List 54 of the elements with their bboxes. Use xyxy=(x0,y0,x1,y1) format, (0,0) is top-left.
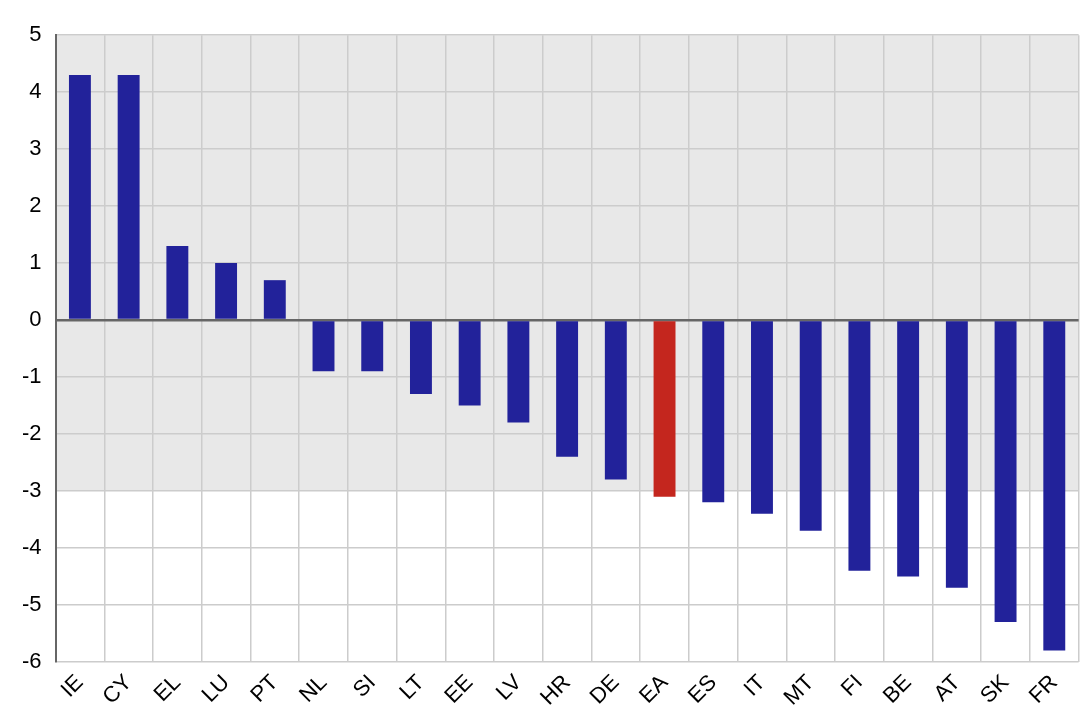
y-tick-label: -1 xyxy=(22,363,42,389)
y-tick-label: 2 xyxy=(29,192,42,218)
x-tick-label: AT xyxy=(928,669,965,706)
x-tick-label: EL xyxy=(148,669,186,707)
bar xyxy=(751,321,773,514)
bar xyxy=(312,321,335,372)
bar xyxy=(215,263,238,319)
bar xyxy=(507,321,530,423)
x-tick-label: HR xyxy=(534,669,575,710)
x-tick-label: BE xyxy=(877,669,916,708)
x-tick-label: EE xyxy=(439,669,478,708)
bar xyxy=(994,321,1017,622)
bar xyxy=(702,321,725,503)
x-tick-label: IT xyxy=(738,669,770,701)
bar xyxy=(68,75,91,319)
y-tick-label: -4 xyxy=(22,533,42,559)
bar xyxy=(848,321,871,571)
y-tick-label: 3 xyxy=(29,135,42,161)
x-tick-label: SI xyxy=(347,669,381,702)
bar xyxy=(1043,321,1066,651)
bar xyxy=(263,280,286,319)
x-tick-label: CY xyxy=(97,669,137,709)
bar xyxy=(117,75,140,319)
y-tick-label: 1 xyxy=(29,249,42,275)
bar xyxy=(799,321,822,531)
x-tick-label: MT xyxy=(778,669,819,710)
y-tick-label: 5 xyxy=(29,21,42,47)
x-tick-label: SK xyxy=(974,669,1014,708)
bar xyxy=(166,245,189,319)
x-tick-label: IE xyxy=(55,669,88,702)
x-tick-label: ES xyxy=(682,669,722,708)
x-tick-label: EA xyxy=(633,669,673,708)
bar xyxy=(945,321,968,588)
x-tick-label: FR xyxy=(1023,669,1063,708)
bar xyxy=(361,321,384,372)
x-tick-label: LV xyxy=(490,669,527,705)
y-tick-label: 4 xyxy=(29,78,42,104)
bar xyxy=(458,321,481,406)
x-tick-label: LT xyxy=(394,669,429,705)
x-tick-label: NL xyxy=(293,669,332,707)
x-tick-label: FI xyxy=(835,669,868,701)
y-tick-label: -5 xyxy=(22,590,42,616)
y-tick-label: -2 xyxy=(22,420,42,446)
y-tick-label: -6 xyxy=(22,647,42,673)
y-tick-label: -3 xyxy=(22,477,42,503)
bar xyxy=(409,321,432,395)
x-tick-label: LU xyxy=(196,669,234,707)
bar xyxy=(604,321,627,480)
bar xyxy=(556,321,579,457)
bar xyxy=(653,321,676,497)
bar xyxy=(897,321,920,577)
x-tick-label: PT xyxy=(245,669,283,707)
x-tick-label: DE xyxy=(584,669,624,709)
y-tick-label: 0 xyxy=(29,306,42,332)
